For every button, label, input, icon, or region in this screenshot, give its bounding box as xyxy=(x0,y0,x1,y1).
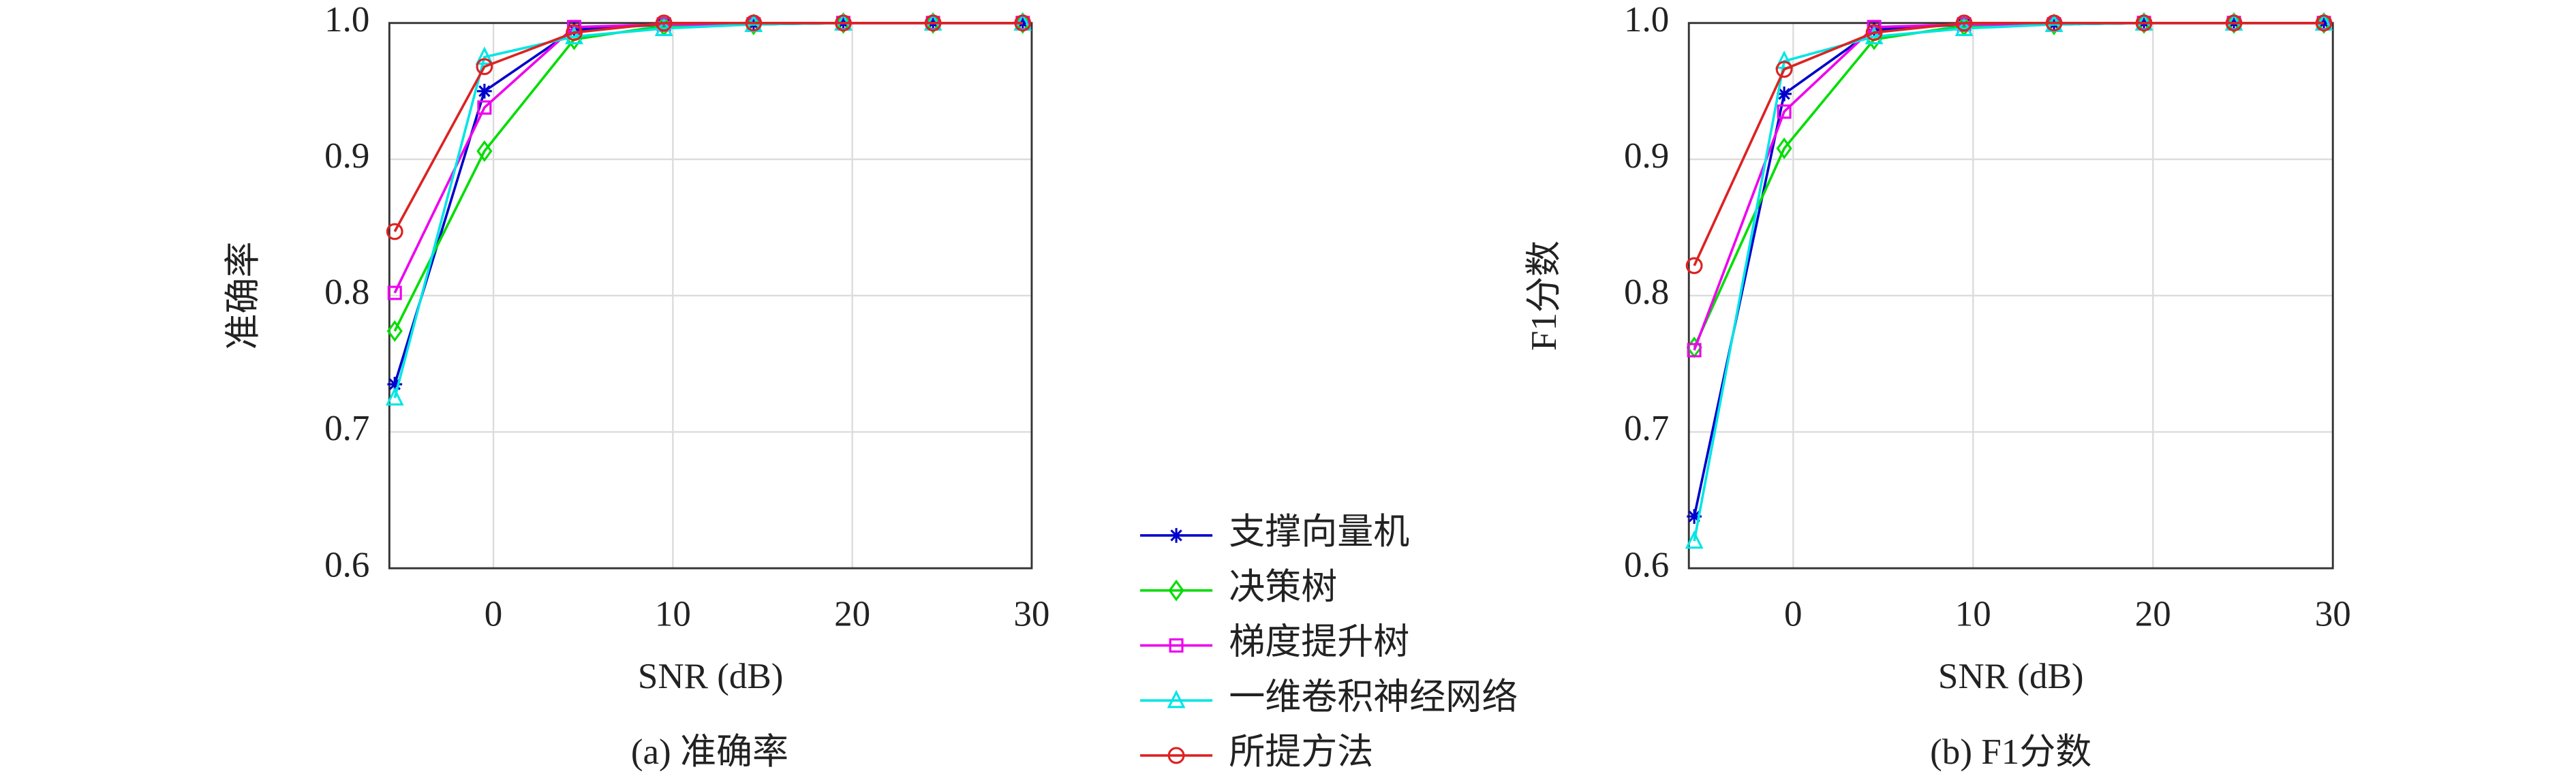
marker xyxy=(1955,14,1973,32)
legend-label: 决策树 xyxy=(1229,567,1337,607)
series-line xyxy=(393,21,1023,399)
x-tick-label: 10 xyxy=(1955,595,1991,634)
y-tick-label: 1.0 xyxy=(324,0,369,40)
marker xyxy=(746,13,762,35)
marker xyxy=(477,83,492,99)
marker xyxy=(1954,18,1974,36)
marker xyxy=(385,387,404,406)
marker xyxy=(1687,509,1702,524)
y-tick-label: 0.6 xyxy=(324,545,369,585)
marker xyxy=(745,14,763,32)
series-line xyxy=(1693,21,2325,542)
marker xyxy=(1014,14,1032,32)
marker xyxy=(1687,343,1702,358)
y-tick-label: 0.7 xyxy=(324,409,369,448)
marker xyxy=(2226,12,2242,34)
y-tick-label: 0.9 xyxy=(324,136,369,176)
y-tick-label: 0.6 xyxy=(1624,545,1669,585)
caption: (a) 准确率 xyxy=(631,732,788,772)
x-axis-label: SNR (dB) xyxy=(1938,657,2084,696)
marker xyxy=(387,285,402,300)
marker xyxy=(1865,24,1883,42)
legend-label: 所提方法 xyxy=(1229,732,1373,772)
marker xyxy=(835,14,852,32)
marker xyxy=(566,24,583,42)
series-line xyxy=(393,21,1023,232)
y-tick-label: 0.7 xyxy=(1624,409,1669,448)
y-tick-label: 1.0 xyxy=(1624,0,1669,40)
marker xyxy=(1685,257,1703,275)
y-tick-label: 0.9 xyxy=(1624,136,1669,176)
marker xyxy=(2225,14,2243,32)
x-tick-label: 20 xyxy=(834,595,870,634)
legend-label: 一维卷积神经网络 xyxy=(1229,677,1518,717)
x-tick-label: 30 xyxy=(2315,595,2351,634)
caption: (b) F1分数 xyxy=(1930,732,2091,772)
marker xyxy=(2315,14,2333,32)
marker xyxy=(2316,12,2332,34)
legend-marker xyxy=(1168,579,1184,602)
legend-label: 梯度提升树 xyxy=(1229,623,1409,662)
marker xyxy=(1775,50,1794,69)
y-tick-label: 0.8 xyxy=(324,273,369,312)
marker xyxy=(1777,86,1792,102)
marker xyxy=(475,46,494,65)
legend-label: 支撑向量机 xyxy=(1229,512,1409,552)
marker xyxy=(924,14,942,32)
legend-marker xyxy=(1167,689,1186,709)
series-line xyxy=(1693,21,2325,266)
legend-marker xyxy=(1169,528,1184,543)
series-line xyxy=(393,21,1023,385)
y-tick-label: 0.8 xyxy=(1624,273,1669,312)
x-axis-label: SNR (dB) xyxy=(638,657,784,696)
x-tick-label: 30 xyxy=(1013,595,1049,634)
marker xyxy=(2316,15,2331,31)
marker xyxy=(2046,13,2062,35)
marker xyxy=(655,14,673,32)
marker xyxy=(2136,12,2152,34)
marker xyxy=(387,377,403,392)
x-tick-label: 10 xyxy=(655,595,691,634)
x-tick-label: 0 xyxy=(485,595,503,634)
marker xyxy=(1776,137,1792,159)
x-tick-label: 0 xyxy=(1784,595,1803,634)
marker xyxy=(386,223,403,240)
legend-marker xyxy=(1169,638,1184,653)
series-line xyxy=(1693,21,2325,348)
series-line xyxy=(1693,21,2325,351)
marker xyxy=(2045,14,2063,32)
marker xyxy=(1777,104,1792,119)
series-line xyxy=(393,21,1023,332)
y-axis-label: F1分数 xyxy=(1524,240,1564,351)
marker xyxy=(1015,12,1031,34)
marker xyxy=(654,18,673,36)
marker xyxy=(476,58,493,76)
y-axis-label: 准确率 xyxy=(224,241,263,349)
marker xyxy=(835,12,852,34)
marker xyxy=(1865,26,1884,44)
legend-marker xyxy=(1167,747,1185,764)
marker xyxy=(1685,530,1704,549)
marker xyxy=(477,100,492,115)
marker xyxy=(565,26,583,44)
marker xyxy=(476,140,493,162)
x-tick-label: 20 xyxy=(2135,595,2171,634)
marker xyxy=(925,12,941,34)
marker xyxy=(1775,61,1793,78)
marker xyxy=(2135,14,2153,32)
marker xyxy=(386,320,403,342)
